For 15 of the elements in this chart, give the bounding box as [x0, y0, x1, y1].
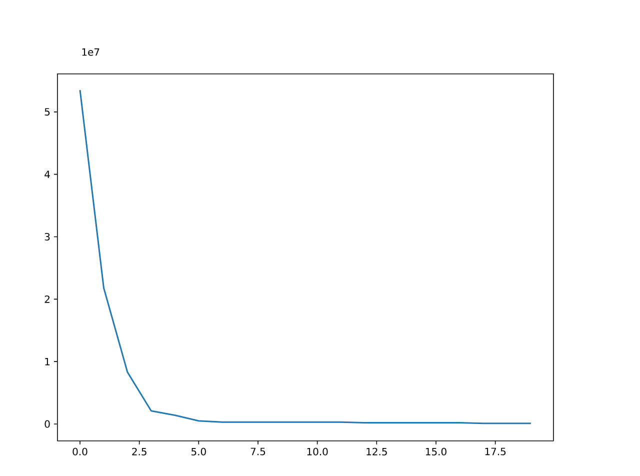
x-tick-label: 7.5 [250, 448, 266, 456]
y-tick-label: 1 [45, 358, 50, 366]
x-tick-label: 5.0 [192, 448, 206, 456]
x-tick-label: 17.5 [485, 448, 506, 456]
y-tick-label: 2 [44, 295, 50, 303]
y-tick-label: 3 [44, 232, 50, 241]
x-tick-label: 15.0 [426, 448, 446, 456]
x-tick-label: 10.0 [307, 448, 328, 456]
x-tick-label: 12.5 [366, 448, 387, 456]
y-tick-label: 0 [44, 420, 50, 428]
text: 1e7 [82, 48, 100, 56]
y-tick-label: 5 [44, 108, 50, 116]
x-tick-label: 0.0 [72, 448, 88, 456]
x-tick-label: 2.5 [132, 448, 146, 456]
y-tick-label: 4 [44, 170, 50, 178]
